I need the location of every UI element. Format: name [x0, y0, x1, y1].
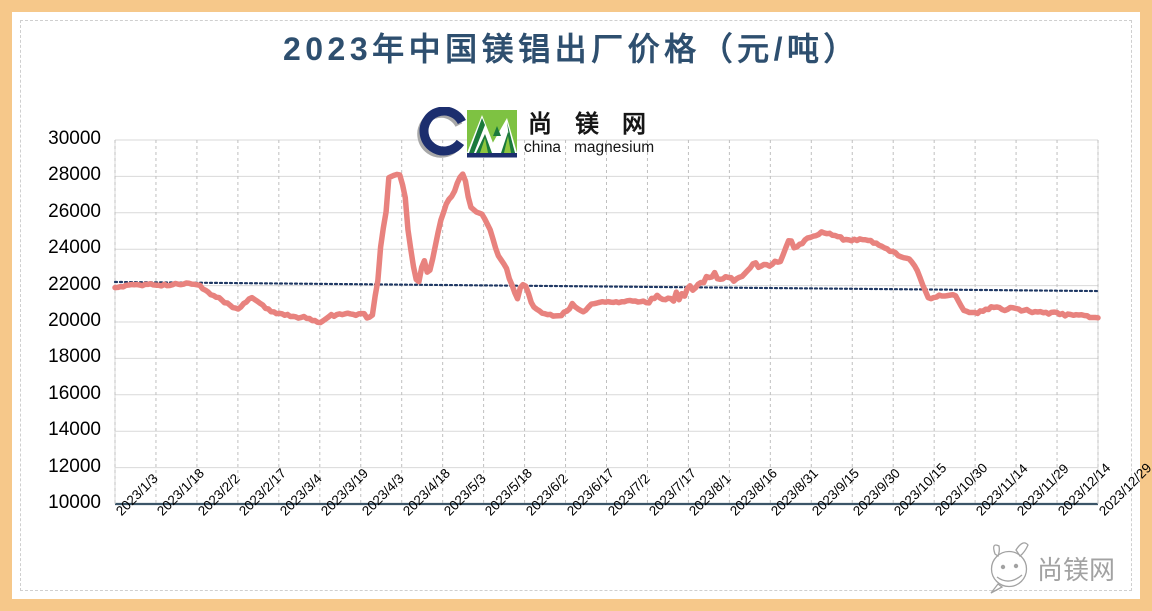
svg-text:网: 网: [622, 111, 646, 138]
svg-text:镁: 镁: [575, 110, 599, 138]
svg-text:magnesium: magnesium: [574, 139, 654, 156]
svg-text:china: china: [524, 139, 561, 156]
svg-text:尚: 尚: [528, 111, 552, 138]
svg-text:尚镁网: 尚镁网: [1037, 555, 1115, 585]
